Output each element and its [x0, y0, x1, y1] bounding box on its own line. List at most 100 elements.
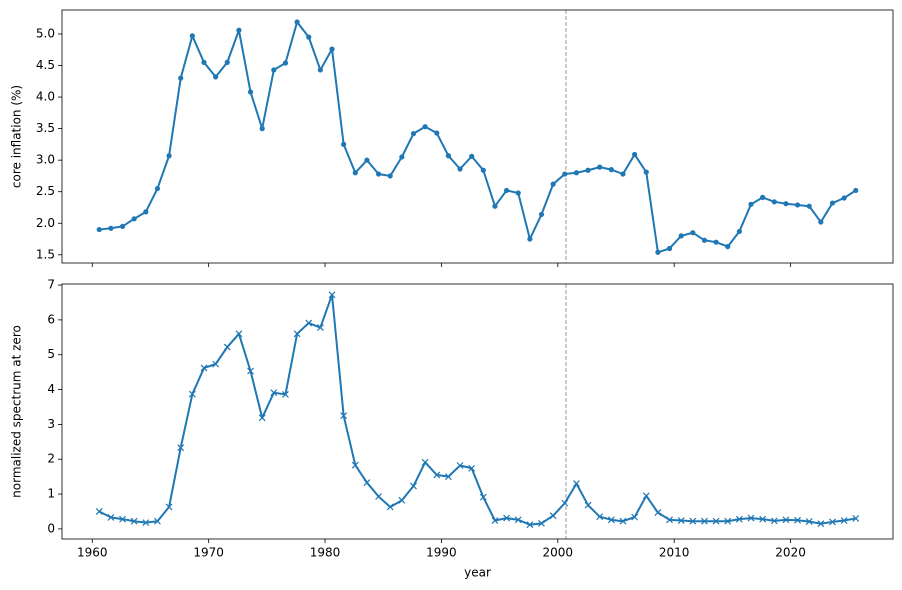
- y-tick-label: 7: [47, 278, 55, 292]
- data-line: [98, 293, 856, 526]
- marker: [725, 243, 731, 250]
- y-axis-label: normalized spectrum at zero: [10, 325, 24, 498]
- marker: [178, 75, 184, 81]
- data-line: [99, 20, 857, 254]
- x-tick-label: 1980: [310, 546, 341, 560]
- marker: [654, 509, 662, 516]
- marker: [748, 201, 754, 207]
- marker: [108, 225, 114, 231]
- marker: [782, 516, 790, 524]
- marker: [445, 153, 452, 159]
- marker: [119, 515, 126, 523]
- marker: [515, 190, 521, 196]
- y-tick-label: 4: [47, 382, 55, 396]
- y-tick-label: 3: [47, 417, 55, 431]
- marker: [783, 201, 789, 207]
- marker: [212, 360, 220, 368]
- marker: [294, 19, 300, 25]
- y-tick-label: 1: [47, 487, 55, 501]
- marker: [608, 167, 614, 173]
- y-tick-label: 4.5: [36, 58, 55, 72]
- marker: [200, 364, 208, 372]
- x-tick-label: 1990: [426, 546, 457, 560]
- y-tick-label: 4.0: [36, 90, 55, 104]
- marker: [154, 185, 161, 192]
- marker: [561, 499, 569, 507]
- marker: [806, 203, 812, 209]
- marker: [794, 516, 801, 524]
- marker: [526, 521, 534, 529]
- marker: [282, 391, 289, 398]
- marker: [165, 503, 173, 511]
- marker: [329, 46, 335, 52]
- marker: [701, 517, 708, 525]
- marker: [154, 517, 161, 525]
- y-tick-label: 2.0: [36, 216, 55, 230]
- y-tick-label: 2: [47, 452, 55, 466]
- marker: [632, 151, 638, 158]
- marker: [527, 236, 533, 242]
- marker: [643, 169, 649, 175]
- marker: [387, 173, 393, 179]
- marker: [550, 181, 556, 187]
- marker: [690, 230, 696, 236]
- marker: [95, 508, 103, 515]
- marker: [386, 503, 394, 511]
- marker: [678, 233, 684, 239]
- marker: [713, 239, 719, 245]
- marker: [642, 492, 650, 500]
- marker: [235, 330, 243, 338]
- marker: [434, 130, 440, 136]
- marker: [760, 194, 766, 200]
- marker: [607, 516, 615, 524]
- marker: [375, 493, 382, 500]
- marker: [201, 59, 207, 65]
- marker: [456, 462, 464, 469]
- marker: [817, 520, 825, 528]
- marker: [619, 517, 627, 525]
- x-tick-label: 1970: [193, 546, 224, 560]
- marker: [689, 517, 697, 525]
- marker: [271, 67, 277, 73]
- y-tick-label: 2.5: [36, 184, 55, 198]
- marker: [352, 170, 358, 176]
- marker: [841, 195, 847, 201]
- marker: [177, 444, 185, 452]
- marker: [143, 209, 149, 215]
- marker: [364, 157, 370, 163]
- y-tick-label: 0: [47, 521, 55, 535]
- y-tick-label: 3.0: [36, 153, 55, 167]
- marker: [514, 516, 522, 524]
- marker: [829, 518, 836, 526]
- marker: [853, 187, 859, 194]
- y-tick-label: 6: [47, 312, 55, 326]
- marker: [492, 203, 498, 209]
- marker: [597, 164, 603, 170]
- x-tick-label: 2010: [659, 546, 690, 560]
- marker: [107, 513, 115, 521]
- marker: [259, 126, 265, 132]
- marker: [247, 89, 254, 95]
- marker: [770, 517, 778, 525]
- marker: [433, 471, 441, 479]
- marker: [829, 200, 836, 206]
- marker: [306, 34, 312, 40]
- x-tick-label: 2020: [775, 546, 806, 560]
- marker: [410, 131, 417, 137]
- marker: [701, 237, 708, 243]
- marker: [840, 517, 848, 524]
- marker: [258, 414, 266, 422]
- marker: [247, 367, 254, 375]
- marker: [736, 228, 742, 235]
- marker: [491, 517, 499, 524]
- marker: [340, 412, 348, 420]
- marker: [759, 515, 767, 523]
- marker: [666, 516, 673, 524]
- marker: [538, 211, 545, 218]
- marker: [479, 493, 487, 501]
- marker: [468, 464, 476, 472]
- marker: [398, 496, 406, 504]
- marker: [562, 171, 568, 177]
- marker: [596, 513, 604, 521]
